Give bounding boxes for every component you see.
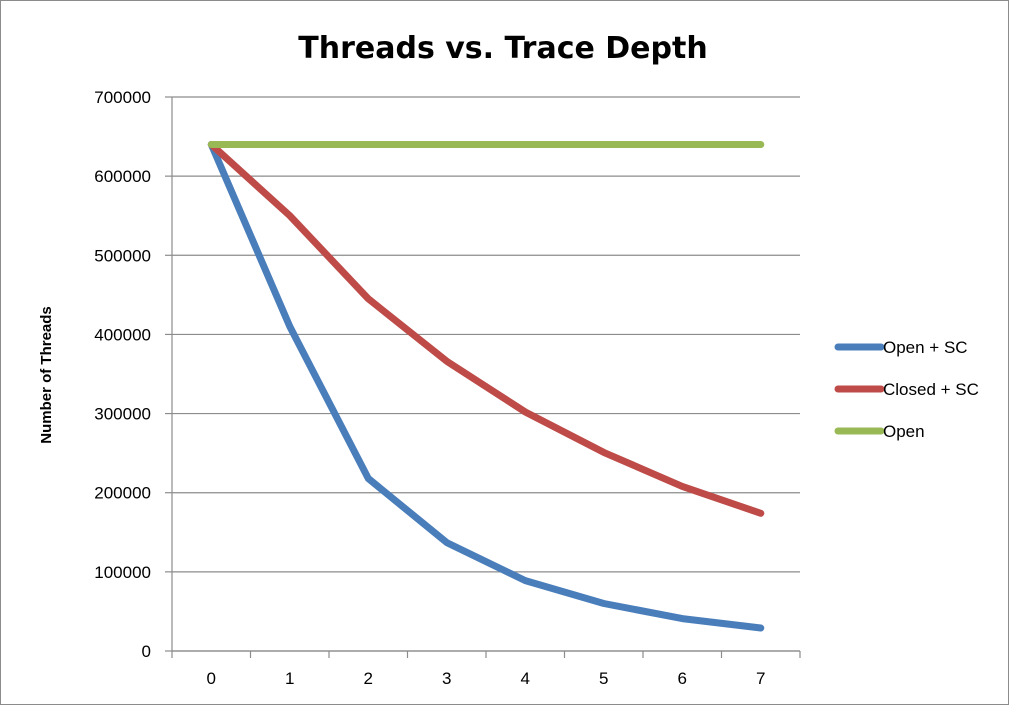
y-tick-label: 600000 [94,167,151,186]
legend: Open + SC Closed + SC Open [834,338,979,441]
x-tick-label: 6 [678,669,687,688]
series-lines [207,141,765,632]
legend-label-0: Open + SC [883,338,968,357]
y-tick-label: 700000 [94,88,151,107]
x-tick-label: 4 [521,669,530,688]
y-tick-label: 400000 [94,325,151,344]
legend-label-2: Open [883,422,925,441]
y-tick-labels: 0 100000 200000 300000 400000 500000 600000 700… [94,88,151,661]
x-tick-label: 1 [285,669,294,688]
gridlines [165,96,801,658]
y-axis-label: Number of Threads [38,306,55,444]
legend-label-1: Closed + SC [883,380,979,399]
y-tick-label: 300000 [94,405,151,424]
x-tick-label: 0 [207,669,216,688]
x-tick-label: 5 [599,669,608,688]
x-tick-label: 2 [364,669,373,688]
x-tick-label: 7 [756,669,765,688]
chart-title: Threads vs. Trace Depth [298,31,707,66]
y-tick-label: 100000 [94,563,151,582]
y-tick-label: 500000 [94,246,151,265]
y-tick-label: 0 [142,642,151,661]
series-line-1 [207,141,765,517]
y-tick-label: 200000 [94,484,151,503]
x-tick-labels: 0 1 2 3 4 5 6 7 [207,669,766,688]
x-tick-label: 3 [442,669,451,688]
series-line-0 [207,141,765,632]
